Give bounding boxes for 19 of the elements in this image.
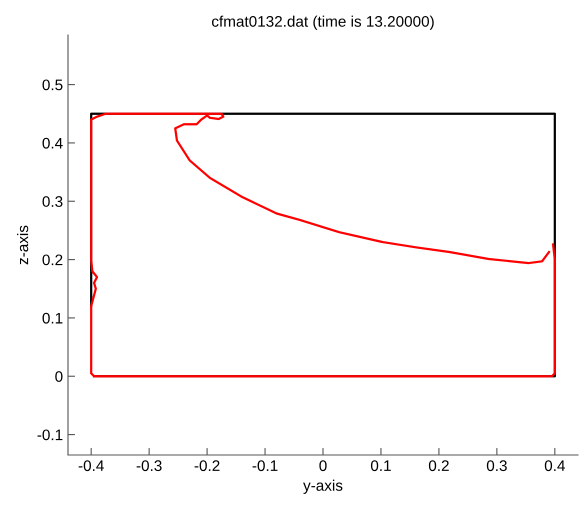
y-tick-label: -0.1 [37,429,62,440]
x-tick-label: 0.4 [544,460,565,472]
chart-title: cfmat0132.dat (time is 13.20000) [212,16,434,30]
x-tick-label: -0.2 [194,460,220,472]
y-tick-label: 0.2 [42,254,62,266]
x-tick-label: 0.1 [370,460,391,472]
y-tick-label: 0 [55,371,63,382]
x-tick-label: 0.2 [428,460,449,472]
x-axis-title: y-axis [303,480,342,494]
x-tick-label: -0.3 [136,460,162,472]
y-tick-label: 0.3 [42,196,62,207]
y-tick-label: 0.5 [42,79,62,90]
y-axis-title: z-axis [17,226,28,264]
x-tick-label: 0 [319,460,327,472]
y-tick-label: 0.4 [42,138,63,149]
x-tick-label: 0.3 [486,460,507,472]
x-tick-label: -0.1 [252,460,278,472]
x-tick-label: -0.4 [78,460,104,472]
y-tick-label: 0.1 [42,312,62,324]
